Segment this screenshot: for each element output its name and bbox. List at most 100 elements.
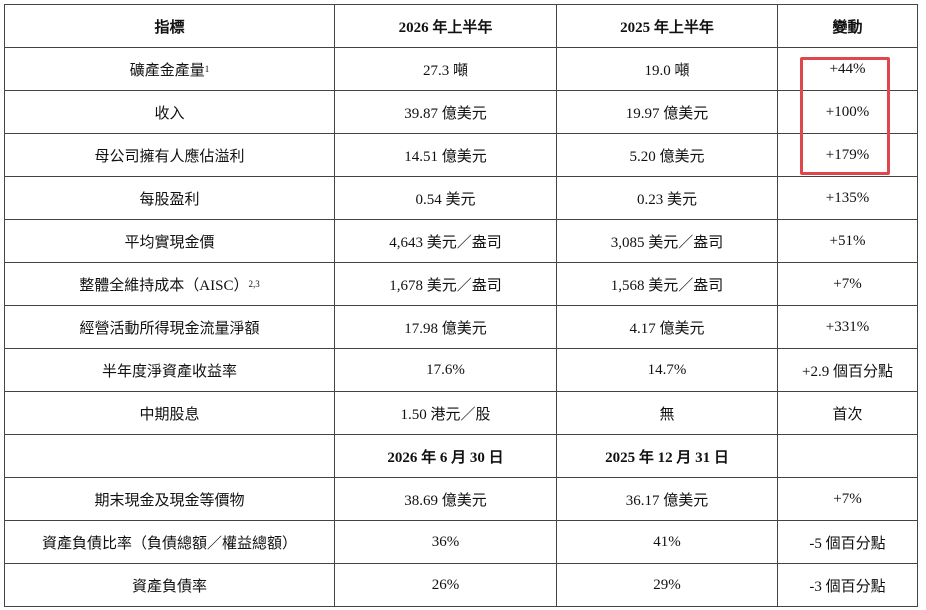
cell-text: 36% — [431, 533, 460, 550]
cell-text: 3,085 美元／盎司 — [610, 234, 724, 251]
table-cell: 每股盈利 — [4, 176, 335, 220]
table-cell: 29% — [556, 563, 778, 607]
table-cell: 17.6% — [334, 348, 557, 392]
subheader-cell — [777, 434, 918, 478]
table-cell: 4,643 美元／盎司 — [334, 219, 557, 263]
table-cell: +7% — [777, 477, 918, 521]
cell-text: -5 個百分點 — [809, 535, 886, 552]
table-cell: 17.98 億美元 — [334, 305, 557, 349]
cell-text: 41% — [653, 533, 681, 550]
cell-text: 收入 — [154, 105, 185, 122]
table-cell: 經營活動所得現金流量淨額 — [4, 305, 335, 349]
cell-text: 14.7% — [647, 361, 687, 378]
cell-text: 期末現金及現金等價物 — [94, 492, 245, 509]
header-cell: 2026 年上半年 — [334, 4, 557, 48]
cell-text: 0.23 美元 — [636, 191, 697, 208]
table-cell: 19.0 噸 — [556, 47, 778, 91]
cell-text: 每股盈利 — [139, 191, 200, 208]
cell-text: +51% — [829, 232, 866, 249]
cell-text: +2.9 個百分點 — [802, 363, 893, 380]
table-cell: 整體全維持成本（AISC） 2,3 — [4, 262, 335, 306]
table-cell: +331% — [777, 305, 918, 349]
cell-text: +100% — [825, 103, 870, 120]
cell-text: +331% — [825, 318, 870, 335]
table-cell: 收入 — [4, 90, 335, 134]
table-cell: 0.23 美元 — [556, 176, 778, 220]
table-cell: 礦產金產量 1 — [4, 47, 335, 91]
cell-text: 4.17 億美元 — [629, 320, 705, 337]
table-cell: 1,568 美元／盎司 — [556, 262, 778, 306]
table-cell: 期末現金及現金等價物 — [4, 477, 335, 521]
cell-text: 19.0 噸 — [644, 62, 690, 79]
cell-text: 2025 年上半年 — [620, 19, 714, 36]
table-cell: +2.9 個百分點 — [777, 348, 918, 392]
table-cell: 27.3 噸 — [334, 47, 557, 91]
cell-text: 36.17 億美元 — [625, 492, 709, 509]
highlight-box — [800, 57, 890, 175]
table-cell: 資產負債比率（負債總額／權益總額） — [4, 520, 335, 564]
table-cell: 36% — [334, 520, 557, 564]
cell-text: 14.51 億美元 — [404, 148, 487, 165]
cell-text: 指標 — [154, 19, 185, 36]
cell-text: +44% — [829, 60, 866, 77]
subheader-cell: 2025 年 12 月 31 日 — [556, 434, 778, 478]
table-cell: 14.51 億美元 — [334, 133, 557, 177]
header-cell: 2025 年上半年 — [556, 4, 778, 48]
cell-text: 2025 年 12 月 31 日 — [605, 449, 729, 466]
cell-text: 4,643 美元／盎司 — [389, 234, 502, 251]
cell-text: 2026 年上半年 — [398, 19, 493, 36]
table-cell: +135% — [777, 176, 918, 220]
footnote-mark: 1 — [204, 64, 210, 74]
cell-text: +179% — [825, 146, 870, 163]
cell-text: 27.3 噸 — [422, 62, 468, 79]
table-cell: 3,085 美元／盎司 — [556, 219, 778, 263]
subheader-cell: 2026 年 6 月 30 日 — [334, 434, 557, 478]
cell-text: 2026 年 6 月 30 日 — [387, 449, 504, 466]
cell-text: 無 — [659, 406, 675, 423]
cell-text: 1.50 港元／股 — [400, 406, 491, 423]
cell-text: +135% — [825, 189, 870, 206]
table-cell: 無 — [556, 391, 778, 435]
cell-text: 經營活動所得現金流量淨額 — [79, 320, 260, 337]
cell-text: 整體全維持成本（AISC） — [79, 277, 249, 294]
table-cell: -3 個百分點 — [777, 563, 918, 607]
cell-text: +7% — [833, 490, 862, 507]
cell-text: 平均實現金價 — [124, 234, 215, 251]
cell-text: 首次 — [832, 406, 863, 423]
table-cell: 39.87 億美元 — [334, 90, 557, 134]
table-cell: 半年度淨資產收益率 — [4, 348, 335, 392]
table-cell: 母公司擁有人應佔溢利 — [4, 133, 335, 177]
cell-text: 1,568 美元／盎司 — [610, 277, 724, 294]
table-cell: 41% — [556, 520, 778, 564]
table-cell: 中期股息 — [4, 391, 335, 435]
table-cell: +51% — [777, 219, 918, 263]
cell-text: 資產負債比率（負債總額／權益總額） — [41, 535, 297, 552]
cell-text: 0.54 美元 — [415, 191, 476, 208]
table-cell: -5 個百分點 — [777, 520, 918, 564]
cell-text: -3 個百分點 — [809, 578, 886, 595]
table-cell: 38.69 億美元 — [334, 477, 557, 521]
table-cell: +7% — [777, 262, 918, 306]
table-cell: 平均實現金價 — [4, 219, 335, 263]
table-cell: 4.17 億美元 — [556, 305, 778, 349]
footnote-mark: 2,3 — [248, 279, 260, 289]
cell-text: 變動 — [832, 19, 863, 36]
cell-text: 38.69 億美元 — [404, 492, 487, 509]
cell-text: 39.87 億美元 — [404, 105, 487, 122]
table-cell: 19.97 億美元 — [556, 90, 778, 134]
table-cell: 14.7% — [556, 348, 778, 392]
cell-text: +7% — [833, 275, 862, 292]
table-cell: 0.54 美元 — [334, 176, 557, 220]
cell-text: 5.20 億美元 — [629, 148, 705, 165]
cell-text: 26% — [431, 576, 460, 593]
cell-text: 中期股息 — [139, 406, 200, 423]
table-cell: 1.50 港元／股 — [334, 391, 557, 435]
cell-text: 資產負債率 — [131, 578, 207, 595]
table-cell: 1,678 美元／盎司 — [334, 262, 557, 306]
table-cell: 資產負債率 — [4, 563, 335, 607]
header-cell: 指標 — [4, 4, 335, 48]
header-cell: 變動 — [777, 4, 918, 48]
table-cell: 首次 — [777, 391, 918, 435]
cell-text: 19.97 億美元 — [625, 105, 709, 122]
